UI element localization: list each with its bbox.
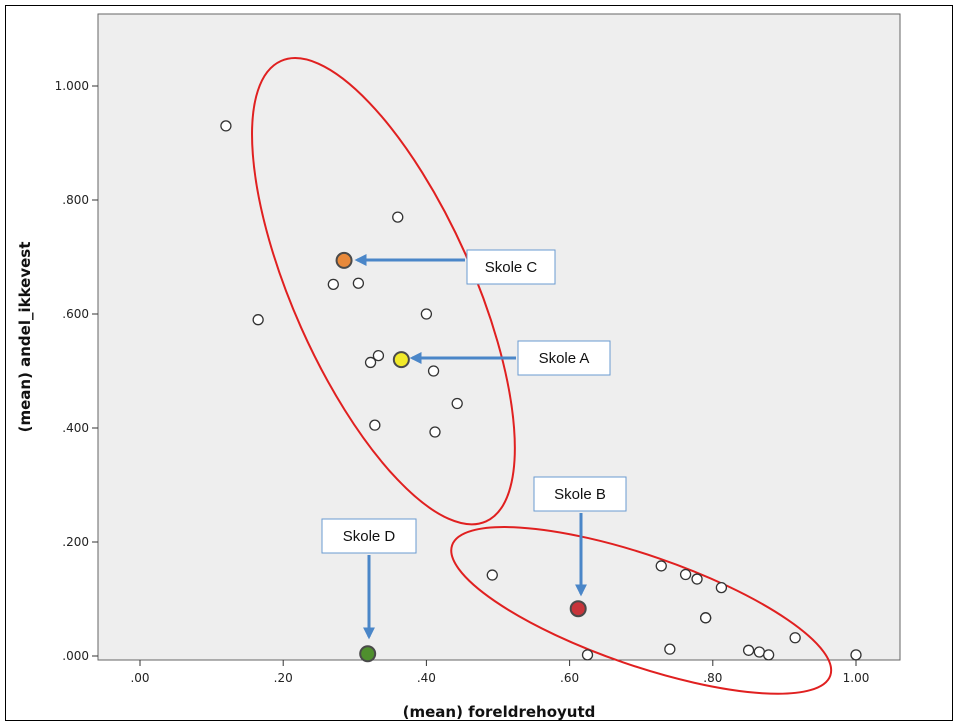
y-axis-title: (mean) andel_ikkevest xyxy=(16,242,34,433)
data-point xyxy=(429,426,441,438)
data-point xyxy=(327,278,339,291)
data-point xyxy=(850,649,862,661)
data-point xyxy=(451,397,463,410)
data-point xyxy=(699,612,712,624)
annotation-box xyxy=(466,249,556,285)
data-point xyxy=(364,356,377,369)
x-tick-label: .00 xyxy=(130,671,149,685)
cluster-ellipse xyxy=(450,526,833,695)
annotation-label: Skole D xyxy=(343,528,396,545)
highlighted-point xyxy=(569,600,587,618)
x-tick-label: .80 xyxy=(703,671,722,685)
data-point xyxy=(486,569,498,581)
data-point xyxy=(715,581,728,594)
y-tick-label: .600 xyxy=(62,307,89,321)
plot-area xyxy=(97,13,901,661)
data-point xyxy=(679,568,692,581)
highlighted-point xyxy=(359,645,377,663)
annotation-box xyxy=(533,476,627,512)
annotation-label: Skole B xyxy=(554,486,606,503)
annotation-label: Skole C xyxy=(485,259,538,276)
y-tick-label: .200 xyxy=(62,535,89,549)
data-point xyxy=(664,643,676,655)
y-tick-label: .000 xyxy=(62,649,89,663)
data-point xyxy=(372,349,385,362)
highlighted-point xyxy=(335,251,353,269)
x-tick-label: .60 xyxy=(560,671,579,685)
data-point xyxy=(427,365,440,377)
cluster-ellipse xyxy=(251,57,516,526)
data-point xyxy=(352,277,365,289)
x-tick-label: .40 xyxy=(417,671,436,685)
data-point xyxy=(753,646,765,658)
x-tick-label: 1.00 xyxy=(843,671,870,685)
data-point xyxy=(220,120,232,132)
x-axis-title: (mean) foreldrehoyutd xyxy=(403,703,596,721)
data-point xyxy=(420,308,433,320)
figure-frame xyxy=(5,5,953,721)
x-tick-label: .20 xyxy=(274,671,293,685)
annotation-label: Skole A xyxy=(539,350,590,367)
data-point xyxy=(252,314,264,326)
data-point xyxy=(742,644,755,656)
data-point xyxy=(691,573,703,585)
annotation-box xyxy=(321,518,417,554)
data-point xyxy=(655,560,667,572)
data-point xyxy=(392,211,404,223)
y-tick-label: .800 xyxy=(62,193,89,207)
data-point xyxy=(581,649,594,661)
highlighted-point xyxy=(392,351,410,369)
data-point xyxy=(369,419,381,431)
y-tick-label: 1.000 xyxy=(55,79,89,93)
y-tick-label: .400 xyxy=(62,421,89,435)
data-point xyxy=(762,649,775,661)
annotation-box xyxy=(517,340,611,376)
data-point xyxy=(789,632,801,644)
